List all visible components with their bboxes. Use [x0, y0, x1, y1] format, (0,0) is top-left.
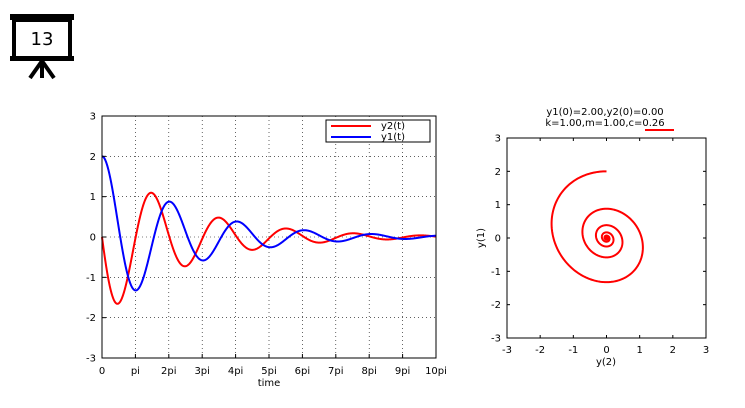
- main-curves: [101, 155, 437, 305]
- main-y-tick-label: -2: [86, 313, 96, 324]
- main-x-tick-label: 5pi: [261, 366, 277, 377]
- slide-number: 13: [31, 29, 54, 50]
- phase-title-line1: y1(0)=2.00,y2(0)=0.00: [546, 107, 663, 118]
- phase-x-tick-label: 3: [703, 345, 709, 356]
- phase-y-tick-label: -3: [491, 334, 501, 345]
- screen-leg-right: [40, 59, 56, 80]
- main-y-tick-label: -3: [86, 354, 96, 365]
- main-x-tick-label: 3pi: [194, 366, 210, 377]
- phase-y-tick-label: -2: [491, 300, 501, 311]
- screen-bottom-bar: [10, 56, 74, 61]
- phase-x-tick-label: 0: [603, 345, 609, 356]
- main-x-tick-label: pi: [131, 366, 140, 377]
- phase-y-tick-label: 0: [495, 234, 501, 245]
- main-y-tick-label: 0: [90, 233, 96, 244]
- legend-label-y2: y2(t): [381, 121, 405, 132]
- phase-x-tick-label: -3: [502, 345, 512, 356]
- main-y-tick-label: 1: [90, 192, 96, 203]
- main-x-tick-label: 10pi: [425, 366, 447, 377]
- main-y-tick-label: 2: [90, 152, 96, 163]
- phase-trajectory: [550, 170, 644, 284]
- main-x-tick-label: 8pi: [361, 366, 377, 377]
- series-y1-line: [101, 155, 437, 292]
- main-legend: y2(t) y1(t): [325, 119, 431, 143]
- phase-x-tick-label: 1: [636, 345, 642, 356]
- main-x-axis-label: time: [258, 378, 281, 389]
- phase-y-axis-label: y(1): [476, 228, 487, 248]
- phase-y-tick-label: 3: [495, 134, 501, 145]
- main-x-tick-label: 9pi: [395, 366, 411, 377]
- main-x-tick-label: 4pi: [228, 366, 244, 377]
- main-x-tick-label: 2pi: [161, 366, 177, 377]
- phase-ticks: -3 -2 -1 0 1 2 3 -3 -2 -1 0 1 2 3: [491, 134, 709, 357]
- phase-y-tick-label: 1: [495, 200, 501, 211]
- phase-y-tick-label: 2: [495, 167, 501, 178]
- phase-x-tick-label: -2: [535, 345, 545, 356]
- phase-y-tick-label: -1: [491, 267, 501, 278]
- time-series-chart: 0 pi 2pi 3pi 4pi 5pi 6pi 7pi 8pi 9pi 10pi -3 -2 -1 0 1 2…: [86, 112, 447, 390]
- main-ticks: 0 pi 2pi 3pi 4pi 5pi 6pi 7pi 8pi 9pi 10pi -3 -2 -1 0 1 2…: [86, 112, 447, 378]
- slide-number-icon: 13: [10, 14, 74, 80]
- phase-x-tick-label: 2: [670, 345, 676, 356]
- main-y-tick-label: -1: [86, 273, 96, 284]
- main-y-tick-label: 3: [90, 112, 96, 123]
- screen-frame: [10, 14, 74, 20]
- legend-box: [325, 119, 431, 143]
- phase-curve-group: [550, 170, 644, 284]
- phase-title-line2: k=1.00,m=1.00,c=0.26: [545, 118, 664, 129]
- phase-x-axis-label: y(2): [596, 357, 616, 368]
- phase-x-tick-label: -1: [568, 345, 578, 356]
- series-y2-line: [101, 191, 437, 305]
- legend-label-y1: y1(t): [381, 132, 405, 143]
- main-x-tick-label: 7pi: [328, 366, 344, 377]
- main-x-tick-label: 6pi: [295, 366, 311, 377]
- phase-plot-frame: [506, 137, 707, 339]
- main-x-tick-label: 0: [99, 366, 105, 377]
